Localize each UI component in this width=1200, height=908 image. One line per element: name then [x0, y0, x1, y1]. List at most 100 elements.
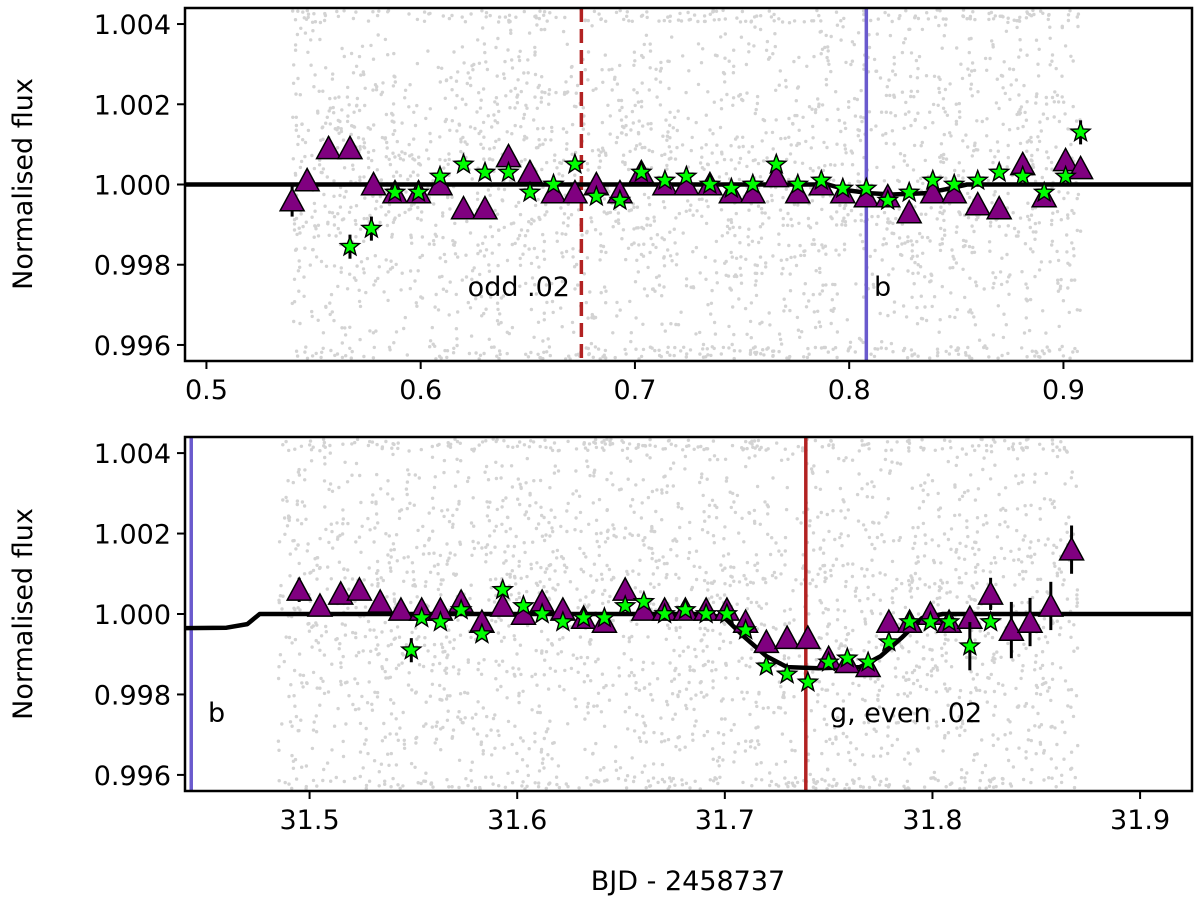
raw-point — [563, 570, 567, 574]
raw-point — [623, 347, 627, 352]
raw-point — [361, 137, 366, 141]
raw-point — [433, 344, 437, 348]
raw-point — [698, 271, 702, 275]
raw-point — [603, 348, 608, 353]
raw-point — [327, 233, 331, 237]
raw-point — [618, 63, 622, 68]
raw-point — [957, 581, 961, 585]
raw-point — [1072, 623, 1076, 627]
raw-point — [662, 780, 667, 784]
raw-point — [402, 738, 406, 742]
raw-point — [967, 244, 972, 249]
raw-point — [554, 90, 558, 95]
raw-point — [812, 242, 817, 246]
raw-point — [301, 224, 305, 229]
raw-point — [760, 139, 764, 143]
x-tick-label: 0.6 — [399, 375, 442, 406]
raw-point — [543, 90, 547, 95]
raw-point — [632, 63, 636, 67]
raw-point — [1055, 574, 1060, 578]
raw-point — [450, 13, 454, 18]
raw-point — [415, 61, 420, 66]
raw-point — [668, 353, 672, 357]
star-marker — [1069, 120, 1092, 142]
raw-point — [298, 231, 302, 235]
star-marker — [383, 180, 407, 203]
x-tick-label: 0.5 — [185, 375, 228, 406]
raw-point — [637, 243, 641, 247]
raw-point — [937, 75, 941, 79]
raw-point — [638, 739, 643, 743]
raw-point — [460, 15, 464, 19]
raw-point — [457, 785, 461, 790]
raw-point — [376, 643, 380, 647]
raw-point — [909, 348, 914, 352]
raw-point — [402, 556, 406, 560]
raw-point — [686, 116, 690, 121]
raw-point — [384, 213, 388, 217]
raw-point — [698, 161, 703, 165]
raw-point — [869, 128, 873, 132]
raw-point — [309, 63, 313, 67]
raw-point — [292, 63, 296, 67]
raw-point — [796, 328, 801, 332]
raw-point — [1016, 234, 1020, 238]
raw-point — [772, 19, 776, 23]
raw-point — [948, 590, 952, 594]
raw-point — [759, 445, 763, 450]
raw-point — [615, 82, 620, 86]
raw-point — [723, 56, 727, 60]
raw-point — [1066, 704, 1070, 708]
raw-point — [518, 256, 522, 261]
raw-point — [953, 703, 957, 707]
raw-point — [851, 628, 855, 633]
raw-point — [847, 100, 851, 104]
raw-point — [787, 243, 791, 248]
raw-point — [683, 454, 688, 459]
raw-point — [1033, 179, 1038, 183]
raw-point — [430, 455, 435, 459]
raw-point — [911, 681, 916, 686]
raw-point — [958, 787, 962, 791]
raw-point — [919, 316, 924, 321]
raw-point — [744, 739, 748, 743]
raw-point — [892, 55, 896, 60]
raw-point — [807, 612, 811, 616]
raw-point — [777, 232, 781, 236]
raw-point — [380, 446, 384, 451]
raw-point — [886, 313, 890, 318]
raw-point — [388, 348, 392, 352]
raw-point — [360, 694, 364, 699]
raw-point — [499, 476, 503, 480]
raw-point — [1012, 226, 1017, 231]
raw-point — [691, 213, 695, 217]
raw-point — [1046, 17, 1051, 22]
raw-point — [847, 181, 852, 186]
raw-point — [747, 42, 751, 46]
raw-point — [1000, 256, 1004, 260]
raw-point — [420, 253, 425, 258]
raw-point — [401, 158, 406, 162]
raw-point — [441, 14, 445, 18]
raw-point — [541, 126, 545, 130]
raw-point — [315, 784, 319, 788]
raw-point — [491, 158, 495, 162]
raw-point — [834, 557, 839, 561]
raw-point — [324, 121, 328, 125]
raw-point — [448, 280, 452, 284]
raw-point — [991, 17, 996, 21]
raw-point — [907, 446, 911, 450]
raw-point — [929, 669, 934, 673]
raw-point — [1021, 538, 1025, 542]
raw-point — [594, 778, 599, 783]
raw-point — [798, 335, 802, 339]
raw-point — [510, 569, 514, 573]
raw-point — [804, 305, 809, 309]
raw-point — [1008, 720, 1012, 724]
star-marker — [876, 188, 900, 211]
raw-point — [582, 662, 587, 666]
raw-point — [1069, 278, 1074, 282]
raw-point — [699, 61, 704, 65]
raw-point — [935, 596, 939, 601]
raw-point — [792, 19, 797, 23]
